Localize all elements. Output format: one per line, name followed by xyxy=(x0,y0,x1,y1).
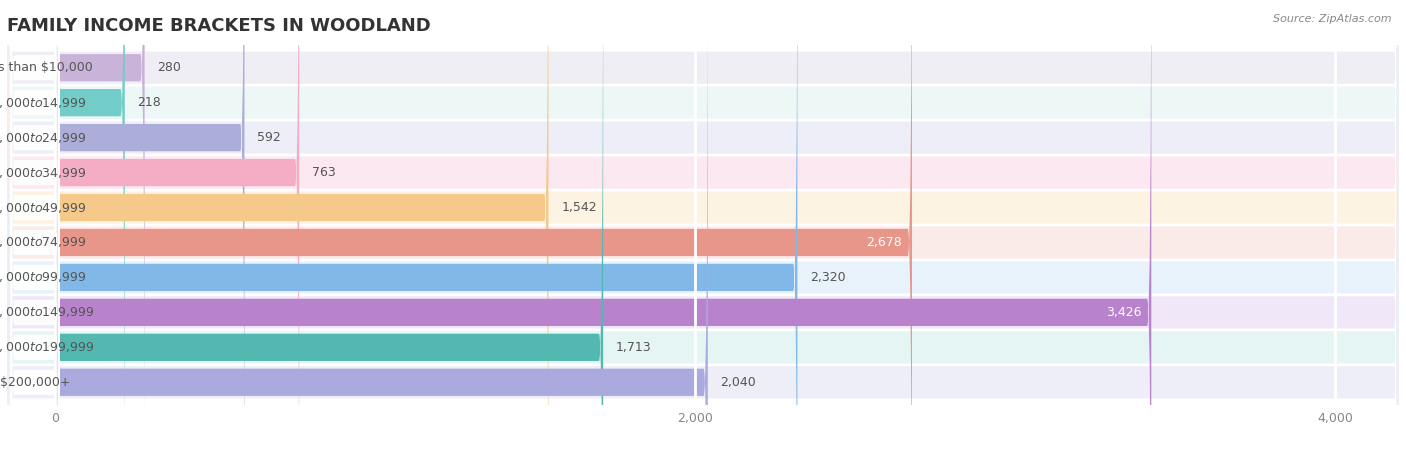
FancyBboxPatch shape xyxy=(10,0,60,450)
FancyBboxPatch shape xyxy=(7,0,1399,450)
FancyBboxPatch shape xyxy=(55,0,707,450)
Text: $200,000+: $200,000+ xyxy=(0,376,70,389)
Text: $10,000 to $14,999: $10,000 to $14,999 xyxy=(0,96,87,110)
FancyBboxPatch shape xyxy=(7,0,1399,450)
FancyBboxPatch shape xyxy=(7,0,1399,450)
Text: 280: 280 xyxy=(157,61,181,74)
Text: $15,000 to $24,999: $15,000 to $24,999 xyxy=(0,130,87,144)
FancyBboxPatch shape xyxy=(7,0,1399,450)
FancyBboxPatch shape xyxy=(55,0,912,450)
FancyBboxPatch shape xyxy=(55,0,145,450)
Text: 2,320: 2,320 xyxy=(810,271,846,284)
FancyBboxPatch shape xyxy=(10,0,60,450)
FancyBboxPatch shape xyxy=(55,0,603,450)
FancyBboxPatch shape xyxy=(55,0,548,450)
Text: Less than $10,000: Less than $10,000 xyxy=(0,61,93,74)
Text: 1,542: 1,542 xyxy=(561,201,598,214)
Text: $150,000 to $199,999: $150,000 to $199,999 xyxy=(0,340,94,354)
Text: $50,000 to $74,999: $50,000 to $74,999 xyxy=(0,235,87,249)
FancyBboxPatch shape xyxy=(7,0,1399,450)
Text: 3,426: 3,426 xyxy=(1107,306,1142,319)
FancyBboxPatch shape xyxy=(10,0,60,450)
FancyBboxPatch shape xyxy=(10,0,60,450)
Text: 2,040: 2,040 xyxy=(721,376,756,389)
FancyBboxPatch shape xyxy=(7,0,1399,450)
Text: 1,713: 1,713 xyxy=(616,341,651,354)
Text: Source: ZipAtlas.com: Source: ZipAtlas.com xyxy=(1274,14,1392,23)
FancyBboxPatch shape xyxy=(10,0,60,450)
Text: $35,000 to $49,999: $35,000 to $49,999 xyxy=(0,201,87,215)
FancyBboxPatch shape xyxy=(7,0,1399,450)
FancyBboxPatch shape xyxy=(10,0,60,450)
Text: $100,000 to $149,999: $100,000 to $149,999 xyxy=(0,306,94,320)
Text: 218: 218 xyxy=(138,96,162,109)
FancyBboxPatch shape xyxy=(10,0,60,450)
FancyBboxPatch shape xyxy=(55,0,797,450)
Text: $75,000 to $99,999: $75,000 to $99,999 xyxy=(0,270,87,284)
FancyBboxPatch shape xyxy=(10,0,60,450)
FancyBboxPatch shape xyxy=(10,0,60,450)
FancyBboxPatch shape xyxy=(10,0,60,450)
Text: 763: 763 xyxy=(312,166,336,179)
Text: 592: 592 xyxy=(257,131,281,144)
FancyBboxPatch shape xyxy=(7,0,1399,450)
FancyBboxPatch shape xyxy=(7,0,1399,450)
FancyBboxPatch shape xyxy=(7,0,1399,450)
FancyBboxPatch shape xyxy=(55,0,299,450)
Text: FAMILY INCOME BRACKETS IN WOODLAND: FAMILY INCOME BRACKETS IN WOODLAND xyxy=(7,17,430,35)
FancyBboxPatch shape xyxy=(55,0,245,450)
FancyBboxPatch shape xyxy=(55,0,125,450)
Text: $25,000 to $34,999: $25,000 to $34,999 xyxy=(0,166,87,180)
FancyBboxPatch shape xyxy=(55,0,1152,450)
Text: 2,678: 2,678 xyxy=(866,236,903,249)
